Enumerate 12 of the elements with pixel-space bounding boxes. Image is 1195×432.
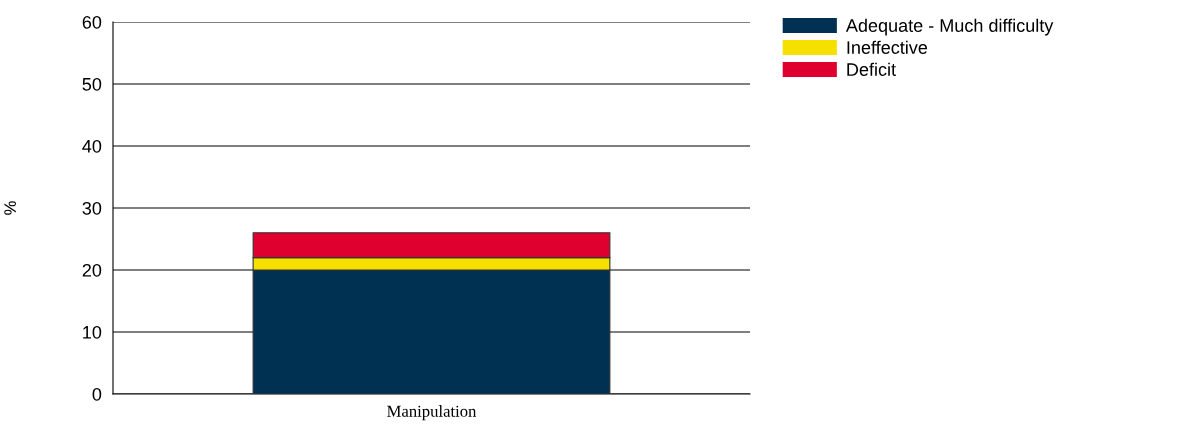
y-tick-label: 20 [82, 263, 102, 277]
legend-label: Adequate - Much difficulty [845, 18, 1054, 36]
y-tick-label: 0 [92, 387, 102, 401]
y-tick-label: 60 [82, 15, 102, 29]
y-tick-label: 40 [82, 139, 102, 153]
y-axis-title: % [4, 201, 16, 215]
legend-label: Ineffective [847, 40, 928, 54]
y-tick-label: 50 [82, 77, 102, 91]
legend-label: Deficit [847, 62, 896, 76]
x-tick-label: Manipulation [387, 405, 477, 421]
y-tick-label: 30 [82, 201, 102, 215]
y-tick-label: 10 [83, 325, 102, 339]
